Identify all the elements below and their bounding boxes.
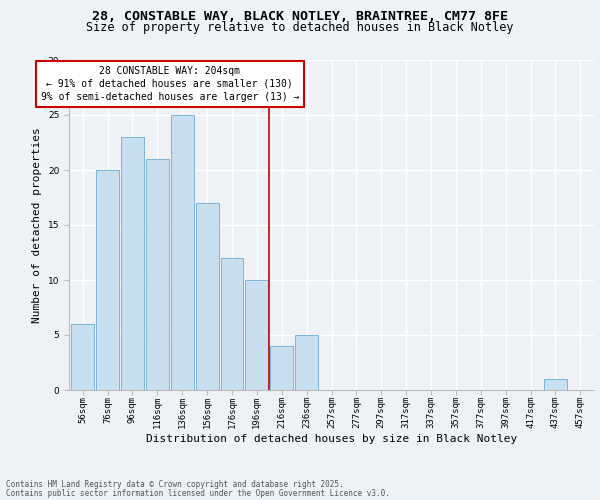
Text: 28, CONSTABLE WAY, BLACK NOTLEY, BRAINTREE, CM77 8FE: 28, CONSTABLE WAY, BLACK NOTLEY, BRAINTR… (92, 10, 508, 23)
Bar (171, 115, 194, 390)
Bar (121, 137, 144, 390)
Bar (295, 335, 318, 390)
Text: Contains public sector information licensed under the Open Government Licence v3: Contains public sector information licen… (6, 488, 390, 498)
Bar (270, 346, 293, 390)
Y-axis label: Number of detached properties: Number of detached properties (32, 127, 42, 323)
Text: 28 CONSTABLE WAY: 204sqm
← 91% of detached houses are smaller (130)
9% of semi-d: 28 CONSTABLE WAY: 204sqm ← 91% of detach… (41, 66, 299, 102)
Bar (221, 258, 244, 390)
Bar (71, 324, 94, 390)
Bar (544, 379, 567, 390)
Bar (245, 280, 268, 390)
Text: Size of property relative to detached houses in Black Notley: Size of property relative to detached ho… (86, 21, 514, 34)
X-axis label: Distribution of detached houses by size in Black Notley: Distribution of detached houses by size … (146, 434, 517, 444)
Bar (146, 159, 169, 390)
Bar (196, 203, 218, 390)
Text: Contains HM Land Registry data © Crown copyright and database right 2025.: Contains HM Land Registry data © Crown c… (6, 480, 344, 489)
Bar (96, 170, 119, 390)
